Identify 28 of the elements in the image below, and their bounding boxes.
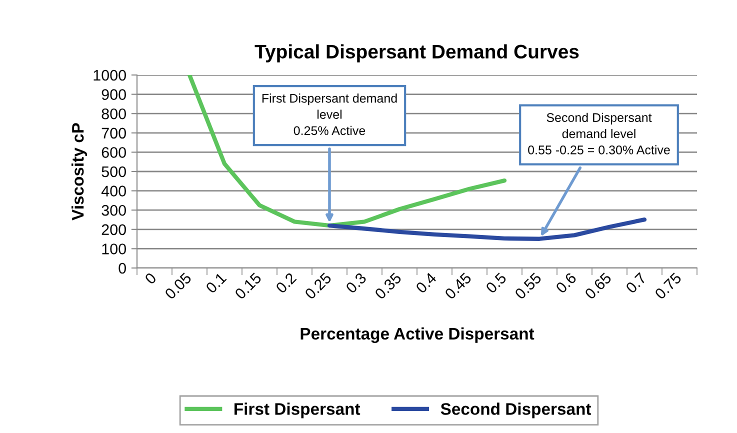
y-tick-label: 0 xyxy=(118,262,126,274)
y-tick-label: 400 xyxy=(101,186,126,196)
x-axis-title: Percentage Active Dispersant xyxy=(300,327,534,343)
legend-label: Second Dispersant xyxy=(440,402,592,418)
annotation: First Dispersant demand level 0.25% Active xyxy=(262,94,397,136)
y-tick-label: 100 xyxy=(102,244,126,254)
x-tick-label: 0.2 xyxy=(275,272,297,294)
line-series xyxy=(327,217,647,241)
chart-title: Typical Dispersant Demand Curves xyxy=(254,44,579,62)
x-tick-label: 0.5 xyxy=(485,272,507,294)
y-tick-label: 300 xyxy=(102,204,126,216)
y-tick-label: 200 xyxy=(102,224,126,236)
y-tick-label: 600 xyxy=(102,147,126,158)
x-tick-label: 0.4 xyxy=(415,272,438,294)
line-series xyxy=(187,75,507,228)
x-tick-label: 0 xyxy=(144,272,157,285)
y-tick-label: 900 xyxy=(102,89,126,100)
y-tick-label: 1000 xyxy=(94,70,126,81)
y-tick-label: 700 xyxy=(102,128,126,139)
x-tick-label: 0.3 xyxy=(345,272,367,294)
annotation: Second Dispersant demand level 0.55 -0.25 = 0.30% Active xyxy=(528,112,670,154)
legend-label: First Dispersant xyxy=(234,402,360,418)
x-tick-label: 0.7 xyxy=(625,272,647,294)
y-tick-label: 500 xyxy=(102,166,126,178)
x-tick-label: 0.6 xyxy=(555,272,577,294)
y-tick-label: 800 xyxy=(102,108,126,120)
y-axis-title: Viscosity cP xyxy=(72,123,88,220)
x-tick-label: 0.1 xyxy=(205,272,227,294)
